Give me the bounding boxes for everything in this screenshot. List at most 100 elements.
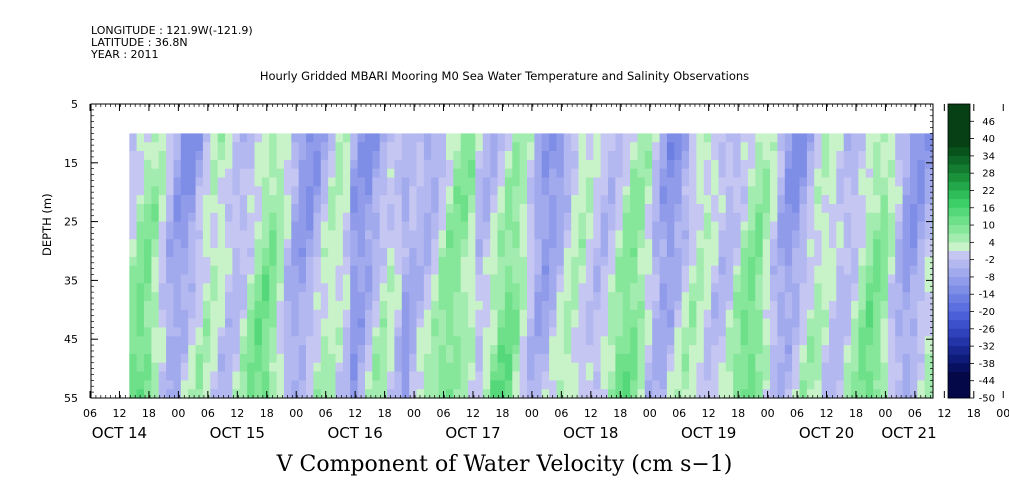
heatmap-cell (254, 177, 263, 187)
heatmap-cell (637, 221, 646, 231)
heatmap-cell (269, 389, 278, 399)
heatmap-cell (615, 221, 624, 231)
heatmap-cell (637, 195, 646, 205)
heatmap-cell (703, 283, 712, 293)
colorbar-swatch (948, 173, 970, 183)
heatmap-cell (261, 168, 270, 179)
heatmap-cell (401, 248, 410, 258)
heatmap-cell (409, 389, 418, 399)
heatmap-cell (622, 283, 631, 293)
heatmap-cell (865, 283, 874, 293)
heatmap-cell (666, 133, 675, 143)
heatmap-cell (725, 362, 734, 373)
heatmap-cell (733, 309, 742, 320)
heatmap-cell (247, 353, 256, 364)
heatmap-cell (696, 248, 705, 258)
heatmap-cell (409, 362, 418, 373)
heatmap-cell (210, 283, 219, 293)
heatmap-cell (446, 239, 454, 249)
heatmap-cell (696, 204, 705, 214)
heatmap-cell (372, 380, 381, 390)
heatmap-cell (446, 230, 454, 240)
heatmap-cell (129, 301, 138, 311)
heatmap-cell (880, 230, 889, 240)
heatmap-cell (261, 283, 270, 293)
heatmap-cell (644, 159, 653, 170)
heatmap-cell (681, 168, 690, 179)
heatmap-cell (880, 133, 889, 143)
heatmap-cell (475, 221, 484, 231)
heatmap-cell (777, 362, 786, 373)
heatmap-cell (814, 248, 823, 258)
heatmap-cell (740, 248, 749, 258)
heatmap-cell (431, 168, 440, 179)
heatmap-cell (504, 133, 513, 143)
heatmap-cell (659, 371, 668, 381)
heatmap-cell (490, 186, 499, 196)
heatmap-cell (423, 204, 432, 214)
heatmap-cell (372, 292, 381, 302)
x-hour-tick-label: 00 (761, 407, 775, 420)
heatmap-cell (313, 301, 322, 311)
heatmap-cell (438, 177, 447, 187)
heatmap-cell (806, 345, 815, 355)
heatmap-cell (239, 142, 248, 152)
heatmap-cell (173, 318, 182, 328)
heatmap-cell (482, 212, 491, 223)
heatmap-cell (873, 177, 882, 187)
heatmap-cell (320, 142, 329, 152)
heatmap-cell (895, 186, 904, 196)
heatmap-cell (269, 301, 278, 311)
heatmap-cell (136, 204, 145, 214)
x-hour-tick-label: 06 (83, 407, 97, 420)
heatmap-cell (571, 292, 580, 302)
heatmap-cell (247, 318, 256, 328)
heatmap-cell (792, 204, 801, 214)
heatmap-cell (880, 256, 889, 267)
heatmap-cell (519, 159, 528, 170)
heatmap-cell (202, 362, 211, 373)
heatmap-cell (755, 292, 764, 302)
colorbar-swatch (948, 121, 970, 131)
heatmap-cell (917, 256, 926, 267)
heatmap-cell (173, 362, 182, 373)
heatmap-cell (851, 177, 860, 187)
heatmap-cell (571, 221, 580, 231)
heatmap-cell (357, 239, 366, 249)
heatmap-cell (829, 301, 837, 311)
heatmap-cell (254, 265, 263, 276)
heatmap-cell (556, 204, 565, 214)
heatmap-cell (173, 309, 182, 320)
heatmap-cell (291, 159, 300, 170)
heatmap-cell (475, 133, 484, 143)
heatmap-cell (755, 177, 764, 187)
heatmap-cell (910, 301, 918, 311)
heatmap-cell (593, 239, 602, 249)
heatmap-cell (659, 204, 668, 214)
x-hour-tick-label: 06 (437, 407, 451, 420)
heatmap-cell (144, 204, 152, 214)
heatmap-cell (379, 318, 388, 328)
heatmap-cell (578, 345, 587, 355)
heatmap-cell (836, 248, 845, 258)
heatmap-cell (335, 274, 344, 284)
heatmap-cell (180, 345, 189, 355)
heatmap-cell (372, 133, 381, 143)
heatmap-cell (180, 239, 189, 249)
heatmap-cell (777, 212, 786, 223)
heatmap-cell (188, 221, 197, 231)
heatmap-cell (453, 353, 462, 364)
heatmap-cell (438, 353, 447, 364)
heatmap-cell (600, 265, 609, 276)
heatmap-cell (843, 212, 852, 223)
heatmap-cell (195, 177, 204, 187)
heatmap-cell (689, 195, 697, 205)
heatmap-cell (372, 221, 381, 231)
heatmap-cell (365, 362, 373, 373)
heatmap-cell (350, 186, 359, 196)
heatmap-cell (306, 248, 314, 258)
heatmap-cell (895, 301, 904, 311)
heatmap-cell (129, 239, 138, 249)
heatmap-cell (283, 142, 292, 152)
heatmap-cell (210, 336, 219, 346)
